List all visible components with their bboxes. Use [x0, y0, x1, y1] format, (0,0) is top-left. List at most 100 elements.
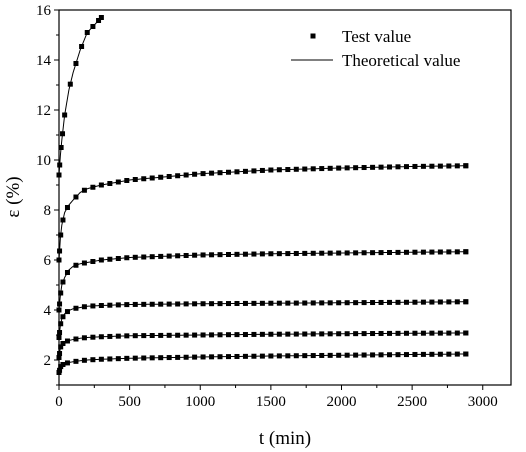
test-value-point — [141, 333, 147, 339]
test-value-point — [420, 299, 426, 305]
test-value-point — [336, 250, 342, 256]
test-value-point — [268, 353, 274, 359]
test-value-point — [149, 175, 155, 181]
test-value-point — [90, 259, 96, 264]
test-value-point — [58, 232, 64, 238]
test-value-point — [268, 300, 274, 306]
test-value-point — [336, 352, 342, 358]
test-value-point — [344, 331, 350, 337]
test-value-point — [259, 331, 265, 337]
test-value-point — [90, 334, 96, 340]
test-value-point — [166, 355, 172, 361]
test-value-point — [183, 172, 189, 178]
test-value-point — [446, 163, 452, 169]
test-value-point — [268, 167, 274, 173]
test-value-point — [327, 165, 333, 171]
test-value-point — [124, 355, 130, 361]
test-value-point — [336, 300, 342, 306]
test-value-point — [124, 333, 130, 339]
test-value-point — [132, 301, 138, 307]
test-value-point — [293, 166, 299, 172]
test-value-point — [158, 174, 164, 180]
test-value-point — [327, 331, 333, 337]
test-value-point — [302, 250, 308, 256]
test-value-point — [90, 24, 96, 29]
test-value-point — [259, 167, 265, 173]
test-value-point — [124, 302, 130, 308]
test-value-point — [276, 353, 282, 359]
x-tick-label: 0 — [55, 394, 63, 410]
test-value-point — [209, 301, 215, 307]
test-value-point — [302, 166, 308, 172]
test-value-point — [336, 331, 342, 337]
test-value-point — [81, 357, 87, 363]
test-value-point — [319, 250, 325, 256]
test-value-point — [183, 332, 189, 338]
test-value-point — [183, 253, 189, 258]
test-value-point — [353, 250, 359, 256]
test-value-point — [437, 299, 443, 305]
test-value-point — [302, 353, 308, 359]
test-value-point — [60, 217, 66, 223]
test-value-point — [192, 301, 198, 307]
x-axis-ticks: 0 500 1000 1500 2000 2500 3000 — [55, 385, 498, 410]
test-value-point — [378, 352, 384, 358]
test-value-point — [62, 112, 68, 118]
test-value-point — [90, 184, 96, 190]
test-value-point — [58, 145, 64, 150]
test-value-point — [310, 166, 316, 172]
test-value-point — [454, 351, 460, 357]
test-value-point — [395, 249, 401, 255]
test-value-point — [166, 253, 172, 259]
test-value-point — [378, 330, 384, 336]
test-value-point — [276, 331, 282, 337]
test-value-point — [115, 179, 121, 185]
test-value-point — [327, 352, 333, 358]
test-value-point — [217, 170, 223, 176]
test-value-point — [285, 353, 291, 359]
test-value-point — [166, 332, 172, 338]
x-tick-label: 2000 — [327, 394, 357, 410]
y-axis-ticks: 2 4 6 8 10 12 14 16 — [36, 3, 59, 386]
test-value-point — [403, 352, 409, 358]
test-value-point — [141, 254, 147, 260]
test-value-point — [81, 260, 87, 266]
test-value-point — [107, 356, 113, 362]
x-tick-label: 1500 — [256, 394, 286, 410]
test-value-point — [141, 176, 147, 182]
test-value-point — [64, 360, 70, 366]
test-value-point — [412, 351, 418, 357]
test-value-point — [387, 249, 393, 255]
test-value-point — [192, 332, 198, 338]
test-value-point — [175, 354, 181, 360]
test-value-point — [209, 170, 215, 176]
test-value-point — [149, 333, 155, 339]
test-value-point — [73, 358, 79, 364]
test-value-point — [395, 164, 401, 170]
test-value-point — [60, 279, 66, 285]
test-value-point — [310, 300, 316, 306]
test-value-point — [64, 338, 70, 344]
test-value-point — [251, 331, 257, 337]
test-value-point — [370, 164, 376, 170]
test-value-point — [73, 305, 79, 311]
test-value-point — [387, 352, 393, 358]
test-value-point — [200, 354, 206, 360]
test-value-point — [183, 301, 189, 307]
test-value-point — [64, 309, 70, 315]
test-value-point — [353, 331, 359, 337]
legend: Test value Theoretical value — [291, 27, 460, 70]
test-value-point — [293, 300, 299, 306]
test-value-point — [387, 164, 393, 170]
test-value-point — [141, 355, 147, 361]
test-value-point — [96, 18, 102, 23]
test-value-point — [209, 252, 215, 258]
test-value-point — [412, 299, 418, 305]
test-value-point — [84, 30, 90, 35]
test-value-point — [429, 351, 435, 357]
test-value-point — [420, 330, 426, 336]
test-value-point — [98, 257, 104, 263]
test-value-point — [446, 249, 452, 255]
test-value-point — [446, 299, 452, 305]
test-value-point — [242, 251, 248, 257]
